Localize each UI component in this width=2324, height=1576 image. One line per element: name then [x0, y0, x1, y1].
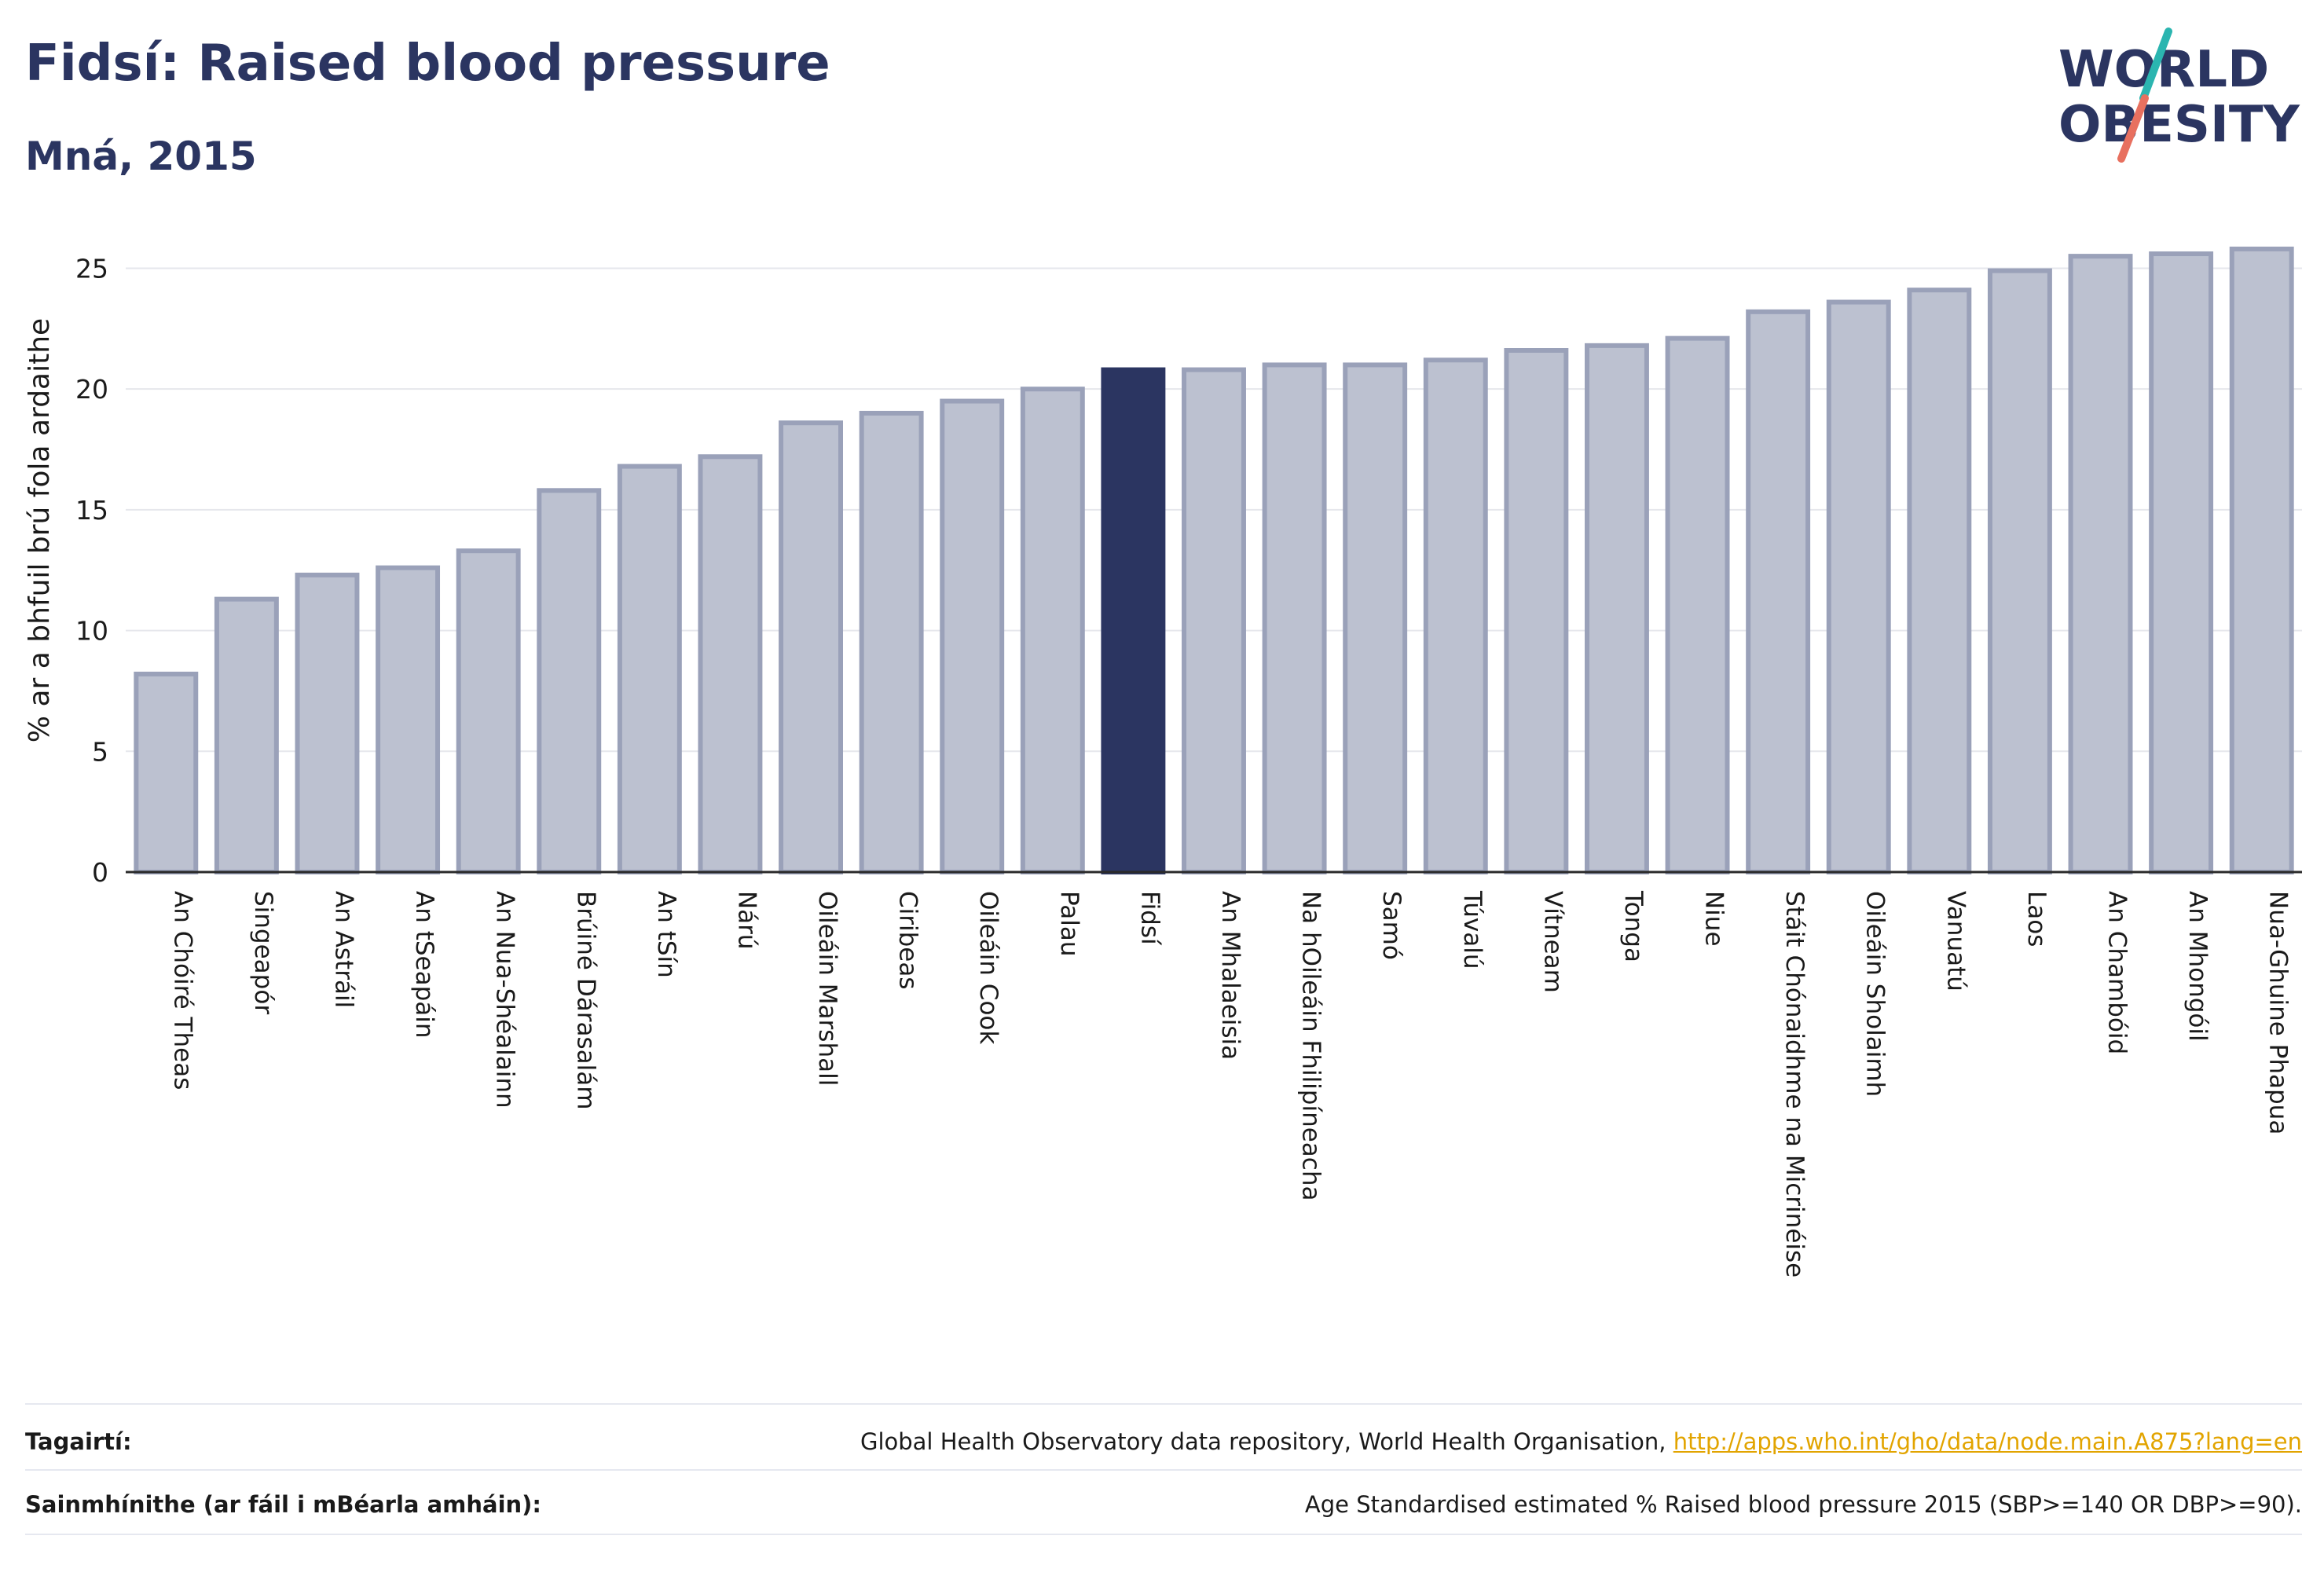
x-tick-label: Niue [1700, 891, 1728, 947]
y-axis-ticks: 0 5 10 15 20 25 [75, 253, 108, 888]
bar [1182, 367, 1246, 874]
bar [617, 464, 682, 874]
bar [1423, 357, 1488, 874]
bar [1343, 362, 1408, 874]
logo-line-2: OBESITY [2058, 96, 2300, 154]
footer-definitions-row: Sainmhínithe (ar fáil i mBéarla amháin):… [25, 1474, 2302, 1535]
definitions-label: Sainmhínithe (ar fáil i mBéarla amháin): [25, 1491, 542, 1518]
chart-subtitle: Mná, 2015 [25, 134, 257, 179]
bar [1020, 387, 1085, 874]
x-tick-label: Oileáin Cook [974, 891, 1003, 1044]
x-tick-label: An Chóiré Theas [168, 891, 196, 1090]
x-tick-label: An Astráil [329, 891, 357, 1008]
footer-divider-top [25, 1403, 2302, 1405]
x-tick-label: Oileáin Marshall [813, 891, 841, 1086]
bar [779, 420, 843, 874]
y-tick-label: 20 [75, 374, 108, 405]
bar-highlighted [1101, 367, 1166, 874]
x-tick-label: An tSeapáin [410, 891, 438, 1039]
bar [214, 596, 279, 874]
x-tick-label: Nárú [732, 891, 761, 950]
x-tick-label: An tSín [652, 891, 680, 978]
footer-divider-bottom [25, 1534, 2302, 1535]
definitions-text: Age Standardised estimated % Raised bloo… [1304, 1491, 2302, 1518]
y-tick-label: 10 [75, 616, 108, 647]
x-tick-label: Nua-Ghuine Phapua [2264, 891, 2293, 1134]
bar [134, 671, 199, 874]
chart-title: Fidsí: Raised blood pressure [25, 35, 830, 93]
x-tick-label: An Chambóid [2103, 891, 2132, 1054]
bar [456, 548, 521, 874]
x-axis-tick-labels: An Chóiré Theas Singeapór An Astráil An tSe… [168, 890, 2292, 1277]
bar [1665, 335, 1730, 874]
footer-divider-middle [25, 1469, 2302, 1471]
world-obesity-logo: WORLD OBESITY [2058, 27, 2300, 163]
x-tick-label: Samó [1377, 891, 1406, 960]
logo-slash-coral [2117, 94, 2149, 163]
bar [2229, 246, 2294, 874]
x-tick-label: Singeapór [249, 891, 277, 1014]
y-tick-label: 0 [92, 857, 108, 888]
bar [1907, 288, 1972, 875]
x-tick-label: Túvalú [1458, 890, 1486, 969]
bar [940, 398, 1005, 874]
x-tick-label: Stáit Chónaidhme na Micrinéise [1780, 891, 1809, 1277]
bar [1826, 299, 1891, 875]
x-tick-label: Fidsí [1135, 891, 1164, 946]
references-link[interactable]: http://apps.who.int/gho/data/node.main.A… [1673, 1428, 2302, 1455]
x-tick-label: An Mhalaeisia [1216, 891, 1244, 1060]
references-value: Global Health Observatory data repositor… [860, 1428, 2302, 1455]
bar [1504, 348, 1569, 874]
y-tick-label: 5 [92, 736, 108, 767]
bar [537, 488, 602, 875]
x-tick-label: Na hOileáin Fhilipíneacha [1297, 891, 1325, 1201]
y-axis-label: % ar a bhfuil brú fola ardaithe [24, 318, 56, 742]
y-tick-label: 25 [75, 253, 108, 284]
bar [1987, 268, 2052, 874]
footer-references-row: Tagairtí: Global Health Observatory data… [25, 1411, 2302, 1472]
bar [376, 565, 441, 875]
x-tick-label: Laos [2022, 891, 2051, 947]
bar [859, 410, 924, 874]
references-text: Global Health Observatory data repositor… [860, 1428, 1673, 1455]
x-tick-label: Vanuatú [1941, 891, 1970, 991]
x-tick-label: Brúiné Dárasalám [571, 891, 599, 1109]
x-tick-label: An Mhongóil [2183, 891, 2212, 1042]
bar [1746, 309, 1811, 874]
logo-slash-teal [2139, 27, 2172, 102]
bar [2068, 254, 2133, 875]
x-tick-label: Ciribeas [894, 891, 922, 990]
bar [2149, 251, 2214, 874]
x-tick-label: Tonga [1619, 890, 1648, 962]
bar [1262, 362, 1327, 874]
y-tick-label: 15 [75, 495, 108, 526]
x-tick-label: An Nua-Shéalainn [491, 891, 519, 1109]
bar [698, 454, 763, 874]
x-tick-label: Oileáin Sholaimh [1861, 891, 1890, 1097]
bar [295, 572, 360, 875]
bar [1585, 343, 1649, 874]
references-label: Tagairtí: [25, 1428, 132, 1455]
bars [134, 246, 2294, 875]
bar-chart: 0 5 10 15 20 25 An Chóiré Theas Singeapór An As… [24, 246, 2302, 1277]
x-tick-label: Palau [1055, 891, 1083, 957]
x-tick-label: Vítneam [1538, 891, 1567, 993]
